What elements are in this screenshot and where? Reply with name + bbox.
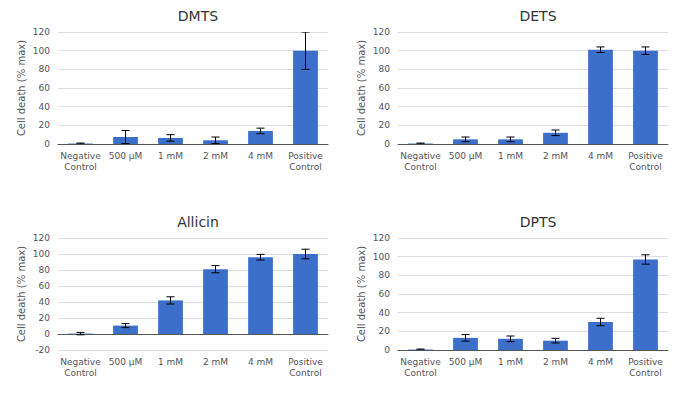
svg-text:Cell death (% max): Cell death (% max) [356,246,367,342]
svg-text:20: 20 [379,120,391,130]
svg-text:Control: Control [289,368,322,378]
svg-text:Positive: Positive [628,357,663,367]
svg-text:Negative: Negative [400,151,441,161]
svg-text:80: 80 [379,64,391,74]
svg-text:Cell death (% max): Cell death (% max) [356,40,367,136]
svg-text:40: 40 [39,102,51,112]
svg-text:1 mM: 1 mM [158,151,183,161]
svg-text:120: 120 [373,27,390,37]
svg-text:Control: Control [404,162,437,172]
svg-text:DETS: DETS [519,8,556,24]
svg-text:100: 100 [33,249,50,259]
svg-text:0: 0 [384,345,390,355]
svg-text:Control: Control [64,162,97,172]
svg-text:Cell death (% max): Cell death (% max) [16,40,27,136]
svg-text:60: 60 [379,83,391,93]
svg-text:2 mM: 2 mM [203,151,228,161]
svg-text:80: 80 [379,270,391,280]
svg-text:500 μM: 500 μM [449,151,483,161]
svg-text:2 mM: 2 mM [203,357,228,367]
svg-text:DMTS: DMTS [178,8,218,24]
svg-text:100: 100 [373,46,390,56]
svg-text:120: 120 [33,27,50,37]
svg-text:60: 60 [39,83,51,93]
svg-text:1 mM: 1 mM [498,357,523,367]
svg-text:4 mM: 4 mM [248,151,273,161]
svg-text:80: 80 [39,64,51,74]
svg-text:500 μM: 500 μM [109,151,143,161]
svg-text:20: 20 [379,326,391,336]
svg-text:60: 60 [379,289,391,299]
svg-text:-20: -20 [35,345,50,355]
svg-text:4 mM: 4 mM [588,151,613,161]
svg-text:80: 80 [39,265,51,275]
svg-text:Allicin: Allicin [177,214,219,230]
svg-text:500 μM: 500 μM [109,357,143,367]
svg-text:100: 100 [33,46,50,56]
svg-text:2 mM: 2 mM [543,357,568,367]
svg-text:Control: Control [64,368,97,378]
svg-text:40: 40 [379,308,391,318]
svg-text:Positive: Positive [288,357,323,367]
svg-text:20: 20 [39,313,51,323]
svg-text:DPTS: DPTS [520,214,557,230]
svg-text:Cell death (% max): Cell death (% max) [16,246,27,342]
svg-text:Control: Control [629,368,662,378]
svg-text:120: 120 [33,233,50,243]
svg-text:Control: Control [289,162,322,172]
svg-text:60: 60 [39,281,51,291]
svg-text:Negative: Negative [60,151,101,161]
svg-text:500 μM: 500 μM [449,357,483,367]
svg-text:Positive: Positive [628,151,663,161]
svg-text:Control: Control [629,162,662,172]
svg-text:100: 100 [373,252,390,262]
svg-text:Control: Control [404,368,437,378]
svg-text:120: 120 [373,233,390,243]
svg-text:0: 0 [44,139,50,149]
svg-text:0: 0 [384,139,390,149]
svg-text:Negative: Negative [400,357,441,367]
svg-text:0: 0 [44,329,50,339]
svg-text:40: 40 [379,102,391,112]
svg-text:20: 20 [39,120,51,130]
svg-text:40: 40 [39,297,51,307]
svg-text:Positive: Positive [288,151,323,161]
svg-text:1 mM: 1 mM [158,357,183,367]
svg-text:4 mM: 4 mM [588,357,613,367]
svg-text:Negative: Negative [60,357,101,367]
svg-text:2 mM: 2 mM [543,151,568,161]
svg-text:4 mM: 4 mM [248,357,273,367]
svg-text:1 mM: 1 mM [498,151,523,161]
